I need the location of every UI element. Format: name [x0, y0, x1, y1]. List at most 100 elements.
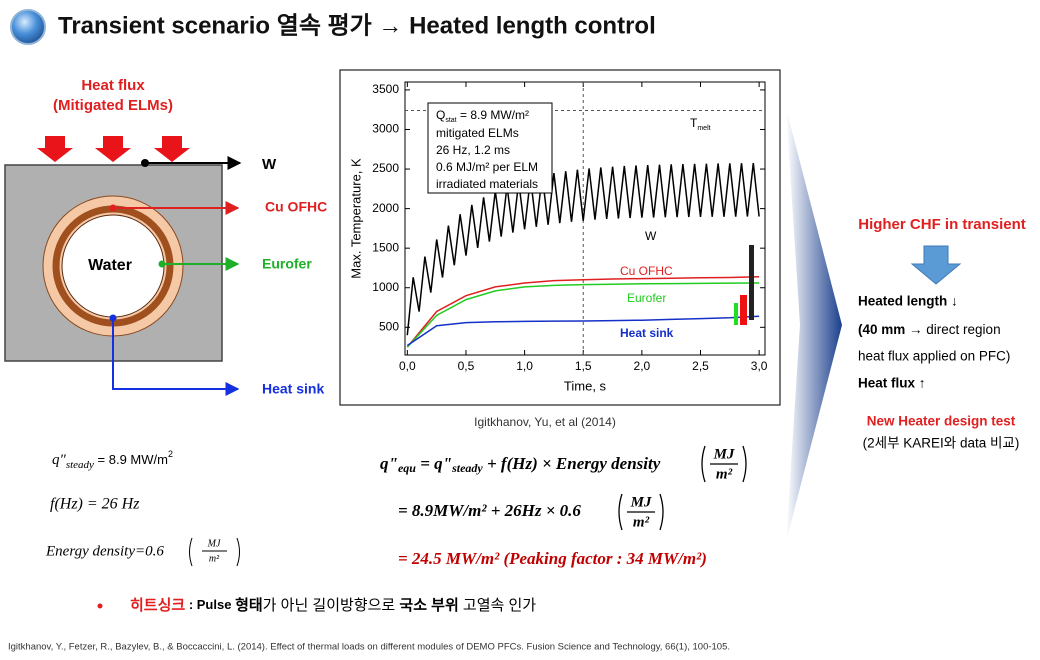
- heat-flux-label: Heat flux: [81, 77, 145, 94]
- eq-frac-den: m²: [209, 553, 220, 564]
- w-dot: [141, 159, 149, 167]
- series-label: W: [645, 229, 657, 243]
- paren: [701, 445, 747, 483]
- eurofer-label: Eurofer: [262, 256, 312, 272]
- bullet-part: : Pulse: [185, 597, 235, 612]
- down-arrow: [910, 245, 962, 285]
- heat-sink-label: Heat sink: [262, 381, 324, 397]
- x-tick-label: 1,0: [516, 359, 533, 373]
- legend-text: irradiated materials: [436, 177, 538, 191]
- legend-rest: = 8.9 MW/m²: [457, 108, 529, 122]
- legend-text: 26 Hz, 1.2 ms: [436, 143, 510, 157]
- equation: Energy density=0.6: [45, 543, 164, 559]
- side-text: (: [858, 322, 863, 337]
- side-line: Heat flux ↑: [858, 376, 926, 391]
- side-compare: (2세부 KAREI와 data 비교): [863, 436, 1020, 451]
- water-label: Water: [88, 257, 132, 274]
- series-line: [406, 275, 760, 348]
- chart: 500 1000 1500 2000 2500 3000 3500 0,0 0,5 1,0 1,5 2…: [348, 81, 768, 393]
- y-tick-label: 500: [379, 319, 399, 333]
- x-tick-label: 2,5: [692, 359, 709, 373]
- y-tick-label: 3500: [372, 82, 399, 96]
- equation: q"equ = q"steady + f(Hz) × Energy densit…: [380, 454, 661, 475]
- eq-part: + f(Hz) × Energy density: [483, 454, 661, 473]
- eurofer-dot: [158, 260, 166, 268]
- y-axis-label: Max. Temperature, K: [348, 158, 363, 279]
- legend-sub: stat: [445, 117, 456, 124]
- reference: Igitkhanov, Y., Fetzer, R., Bazylev, B.,…: [8, 642, 730, 653]
- series-line: [406, 282, 760, 348]
- equation: = 8.9MW/m² + 26Hz × 0.6: [398, 501, 581, 520]
- side-line: Heated length ↓: [858, 294, 958, 309]
- w-label: W: [262, 156, 277, 173]
- side-text: 40 mm: [863, 322, 906, 337]
- cu-dot: [109, 204, 117, 212]
- melt-label: Tmelt: [690, 116, 711, 132]
- bullet-part: 고열속 인가: [459, 597, 537, 614]
- melt-sub: melt: [697, 125, 710, 132]
- side-headline: Higher CHF in transient: [858, 216, 1026, 233]
- x-tick-label: 0,5: [458, 359, 475, 373]
- heat-sink-dot: [109, 314, 117, 322]
- bullet-part: 히트싱크: [130, 597, 185, 614]
- side-line: heat flux applied on PFC): [858, 349, 1010, 364]
- x-axis-label: Time, s: [564, 378, 607, 393]
- eq-sub: equ: [398, 461, 416, 475]
- y-tick-label: 1500: [372, 240, 399, 254]
- x-tick-label: 3,0: [751, 359, 768, 373]
- range-bar: [734, 303, 738, 325]
- eq-sub: steady: [66, 459, 94, 471]
- heat-sink-arrow: [112, 318, 240, 396]
- paren: [618, 493, 664, 531]
- series-line: [406, 315, 760, 347]
- equation: = 24.5 MW/m² (Peaking factor : 34 MW/m²): [398, 549, 707, 568]
- x-tick-label: 0,0: [399, 359, 416, 373]
- series-label: Cu OFHC: [620, 264, 673, 278]
- y-tick-label: 2000: [372, 201, 399, 215]
- eq-frac-num: MJ: [713, 446, 735, 462]
- eq-sup: 2: [168, 449, 173, 459]
- y-tick-label: 3000: [372, 122, 399, 136]
- x-tick-label: 1,5: [575, 359, 592, 373]
- y-tick-label: 1000: [372, 280, 399, 294]
- x-tick-label: 2,0: [634, 359, 651, 373]
- chevron: [786, 108, 842, 542]
- range-bar: [749, 245, 754, 320]
- eq-frac-num: MJ: [207, 538, 221, 549]
- equation: f(Hz) = 26 Hz: [50, 496, 140, 513]
- eq-part: q": [52, 452, 67, 468]
- eq-part: = 8.9 MW/m: [94, 452, 168, 467]
- range-bar: [740, 295, 747, 325]
- title-icon: [10, 9, 46, 45]
- legend-q: Q: [436, 108, 445, 122]
- legend-text: Qstat = 8.9 MW/m²: [436, 108, 529, 124]
- bullet-part: 형태: [235, 597, 263, 614]
- bullet-part: 가 아닌 길이방향으로: [263, 597, 400, 614]
- eq-frac-den: m²: [716, 466, 733, 482]
- eq-sub: steady: [451, 461, 483, 475]
- series-line: [406, 163, 760, 336]
- melt-t: T: [690, 116, 698, 130]
- side-test: New Heater design test: [867, 414, 1016, 429]
- side-line: (40 mm → direct region: [858, 322, 1001, 337]
- heat-flux-label: (Mitigated ELMs): [53, 97, 173, 114]
- legend-text: 0.6 MJ/m² per ELM: [436, 160, 538, 174]
- cu-label: Cu OFHC: [265, 199, 327, 215]
- y-tick-label: 2500: [372, 161, 399, 175]
- paren: [189, 537, 240, 567]
- heat-flux-arrows: [37, 136, 190, 162]
- series-label: Eurofer: [627, 291, 666, 305]
- legend-text: mitigated ELMs: [436, 126, 519, 140]
- title: Transient scenario 열속 평가 → Heated length…: [58, 12, 656, 39]
- eq-part: = q": [416, 454, 452, 473]
- bullet: 히트싱크 : Pulse 형태가 아닌 길이방향으로 국소 부위 고열속 인가: [130, 597, 536, 614]
- eq-frac-num: MJ: [630, 494, 652, 510]
- figure-caption: Igitkhanov, Yu, et al (2014): [474, 415, 616, 429]
- legend-box: [427, 102, 553, 194]
- eq-part: q": [380, 454, 398, 473]
- equation: q"steady = 8.9 MW/m2: [52, 449, 173, 470]
- side-text: → direct region: [905, 322, 1000, 337]
- series-label: Heat sink: [620, 326, 674, 340]
- bullet-part: 국소 부위: [399, 597, 458, 614]
